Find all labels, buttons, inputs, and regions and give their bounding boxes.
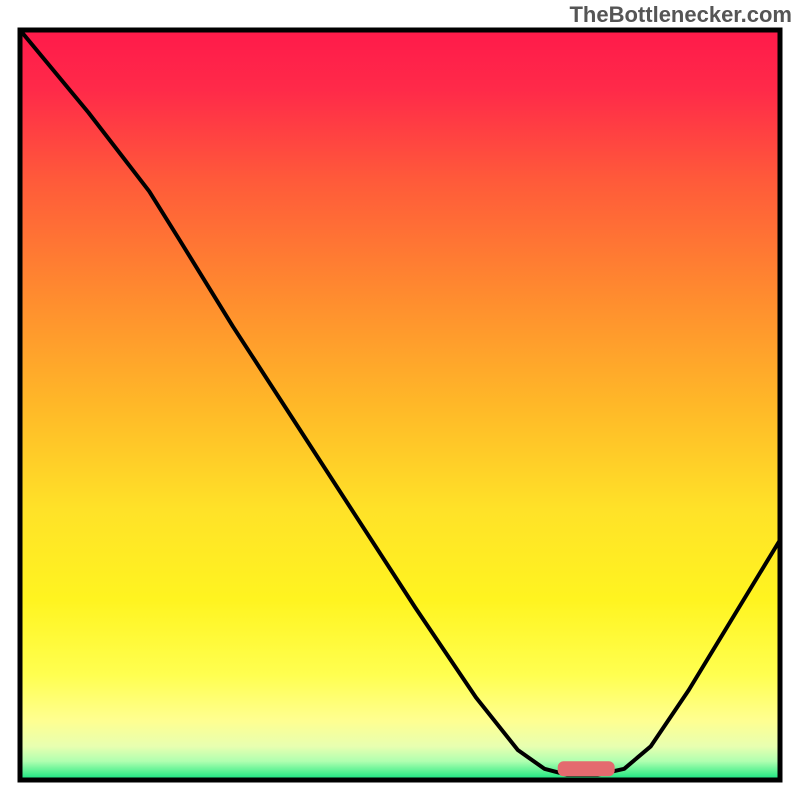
optimal-marker — [558, 761, 615, 776]
bottleneck-chart — [0, 0, 800, 800]
gradient-background — [20, 30, 780, 780]
watermark-text: TheBottlenecker.com — [569, 2, 792, 28]
chart-container: TheBottlenecker.com — [0, 0, 800, 800]
